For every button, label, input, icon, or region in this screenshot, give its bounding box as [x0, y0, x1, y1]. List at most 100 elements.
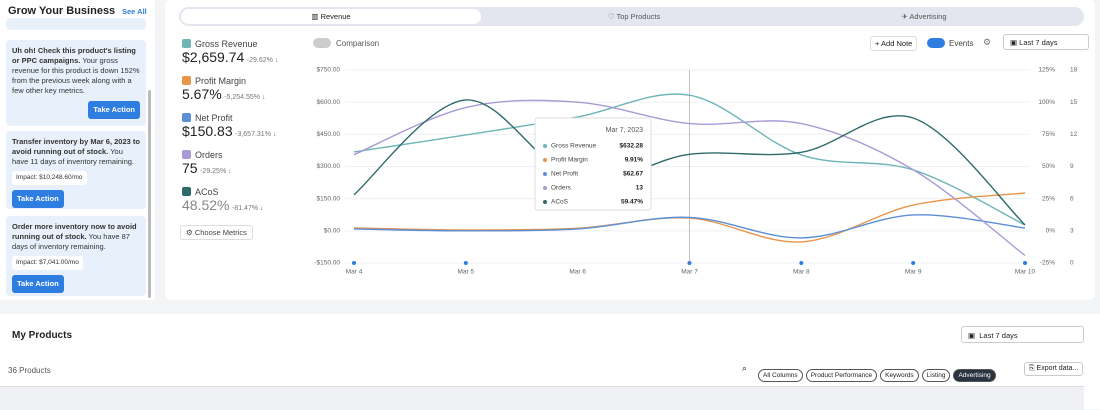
chart: $750.00 $600.00 $450.00 $300.00 $150.00 $0.00… — [314, 67, 1078, 276]
y-tick-label: $300.00 — [317, 163, 341, 170]
tooltip-swatch — [543, 186, 547, 190]
add-note[interactable]: + Add Note — [870, 36, 918, 51]
checkbox[interactable] — [182, 76, 191, 85]
y3-tick-label: 9 — [1070, 163, 1074, 170]
tooltip-value: 59.47% — [621, 199, 643, 206]
tooltip-name: Orders — [551, 185, 572, 192]
checkbox[interactable] — [182, 39, 191, 48]
metric-change: -81.47% ↓ — [232, 205, 264, 212]
card-headline: Order more inventory now to avoid runnin… — [12, 222, 137, 241]
y2-tick-label: -25% — [1040, 260, 1055, 267]
date-range[interactable]: ▣ Last 7 days — [961, 326, 1084, 343]
y3-tick-label: 15 — [1070, 99, 1078, 106]
card-body: You have 87 days of inventory remaining. — [12, 232, 130, 251]
chip[interactable]: Keywords — [880, 369, 919, 382]
button[interactable]: Take Action — [88, 101, 140, 119]
chip[interactable]: Listing — [921, 369, 951, 382]
button[interactable]: Take Action — [12, 190, 64, 208]
metric-value: $2,659.74 — [182, 49, 245, 65]
metric-name: ACoS — [195, 187, 219, 197]
card-headline: Uh oh! Check this product's listing or P… — [12, 46, 136, 65]
metric-name: Gross Revenue — [195, 39, 258, 49]
y-tick-label: $600.00 — [317, 99, 341, 106]
x-tick-label: Mar 9 — [905, 269, 922, 276]
toggle[interactable] — [313, 38, 331, 48]
event-dot — [1023, 261, 1027, 265]
card: Transfer inventory by Mar 6, 2023 to avo… — [6, 131, 146, 209]
see-all[interactable]: See All — [122, 7, 147, 16]
y3-tick-label: 0 — [1070, 260, 1074, 267]
y-tick-label: $450.00 — [317, 131, 341, 138]
tooltip-name: Gross Revenue — [551, 143, 597, 150]
line-series — [353, 99, 1026, 226]
metric[interactable]: Orders 75 -29.25% ↓ — [182, 150, 232, 176]
metric-value: 75 — [182, 160, 198, 176]
y3-tick-label: 12 — [1070, 131, 1078, 138]
sidebar: Grow Your Business See All Uh oh! Check … — [0, 0, 155, 300]
chip[interactable]: Product Performance — [805, 369, 878, 382]
y3-tick-label: 18 — [1070, 67, 1078, 74]
metric-change: -29.62% ↓ — [246, 57, 279, 64]
y3-tick-label: 6 — [1070, 195, 1074, 202]
y-tick-label: $150.00 — [317, 195, 341, 202]
tooltip-name: ACoS — [551, 199, 569, 206]
metric[interactable]: Profit Margin 5.67% -5,254.55% ↓ — [182, 76, 265, 102]
tab[interactable]: ♡ Top Products — [607, 12, 661, 21]
event-dot — [463, 261, 468, 265]
event-dot — [352, 261, 356, 265]
y2-tick-label: 125% — [1038, 67, 1055, 74]
x-tick-label: Mar 5 — [458, 269, 475, 276]
tooltip-name: Profit Margin — [551, 157, 588, 164]
date-range[interactable]: ▣ Last 7 days — [1003, 34, 1089, 50]
tooltip-swatch — [543, 172, 547, 176]
export[interactable]: ⎘ Export data... — [1024, 362, 1084, 376]
y-tick-label: $0.00 — [324, 228, 341, 235]
metric-change: -3,657.31% ↓ — [235, 131, 277, 138]
products-title: My Products — [12, 330, 73, 341]
search[interactable]: ⌕ — [742, 363, 748, 373]
comparison: Comparison — [336, 39, 380, 48]
card-body: Your gross revenue for this product is d… — [12, 56, 140, 95]
chip-active[interactable]: Advertising — [953, 369, 996, 382]
x-tick-label: Mar 10 — [1015, 269, 1036, 276]
y2-tick-label: 25% — [1042, 195, 1055, 202]
tooltip-name: Net Profit — [551, 171, 578, 178]
tooltip-value: $62.67 — [623, 171, 643, 178]
product-count: 36 Products — [8, 366, 51, 375]
x-tick-label: Mar 8 — [793, 269, 810, 276]
metric[interactable]: Gross Revenue $2,659.74 -29.62% ↓ — [182, 39, 278, 65]
tooltip-value: 13 — [636, 185, 644, 192]
tooltip-swatch — [543, 158, 547, 162]
tooltip-swatch — [543, 200, 547, 204]
tooltip-value: 9.91% — [625, 157, 644, 164]
settings[interactable]: ⚙ — [983, 37, 992, 47]
tab-active[interactable]: ▥ Revenue — [181, 9, 481, 24]
scrollbar — [148, 90, 151, 298]
metric-value: $150.83 — [182, 123, 233, 139]
y2-tick-label: 50% — [1042, 163, 1055, 170]
line-series — [353, 214, 1026, 239]
checkbox[interactable] — [182, 113, 191, 122]
toggle[interactable] — [927, 38, 945, 48]
card — [6, 18, 146, 30]
button[interactable]: Take Action — [12, 275, 64, 293]
y2-tick-label: 100% — [1038, 99, 1055, 106]
choose-metrics[interactable]: ⚙ Choose Metrics — [180, 225, 253, 240]
card-body: You have 11 days of inventory remaining. — [12, 147, 135, 166]
tooltip-box — [534, 117, 652, 211]
chip[interactable]: All Columns — [758, 369, 803, 382]
x-tick-label: Mar 4 — [346, 269, 363, 276]
card: Uh oh! Check this product's listing or P… — [6, 40, 146, 126]
y2-tick-label: 75% — [1042, 131, 1055, 138]
checkbox[interactable] — [182, 150, 191, 159]
event-dot — [799, 261, 804, 265]
metric-change: -5,254.55% ↓ — [224, 94, 266, 101]
tab[interactable]: ✈ Advertising — [901, 12, 947, 21]
metric[interactable]: ACoS 48.52% -81.47% ↓ — [182, 187, 264, 213]
metric-name: Orders — [195, 150, 223, 160]
metric[interactable]: Net Profit $150.83 -3,657.31% ↓ — [182, 113, 276, 139]
checkbox[interactable] — [182, 187, 191, 196]
tooltip-title: Mar 7, 2023 — [606, 127, 643, 134]
metric-name: Profit Margin — [195, 76, 247, 86]
